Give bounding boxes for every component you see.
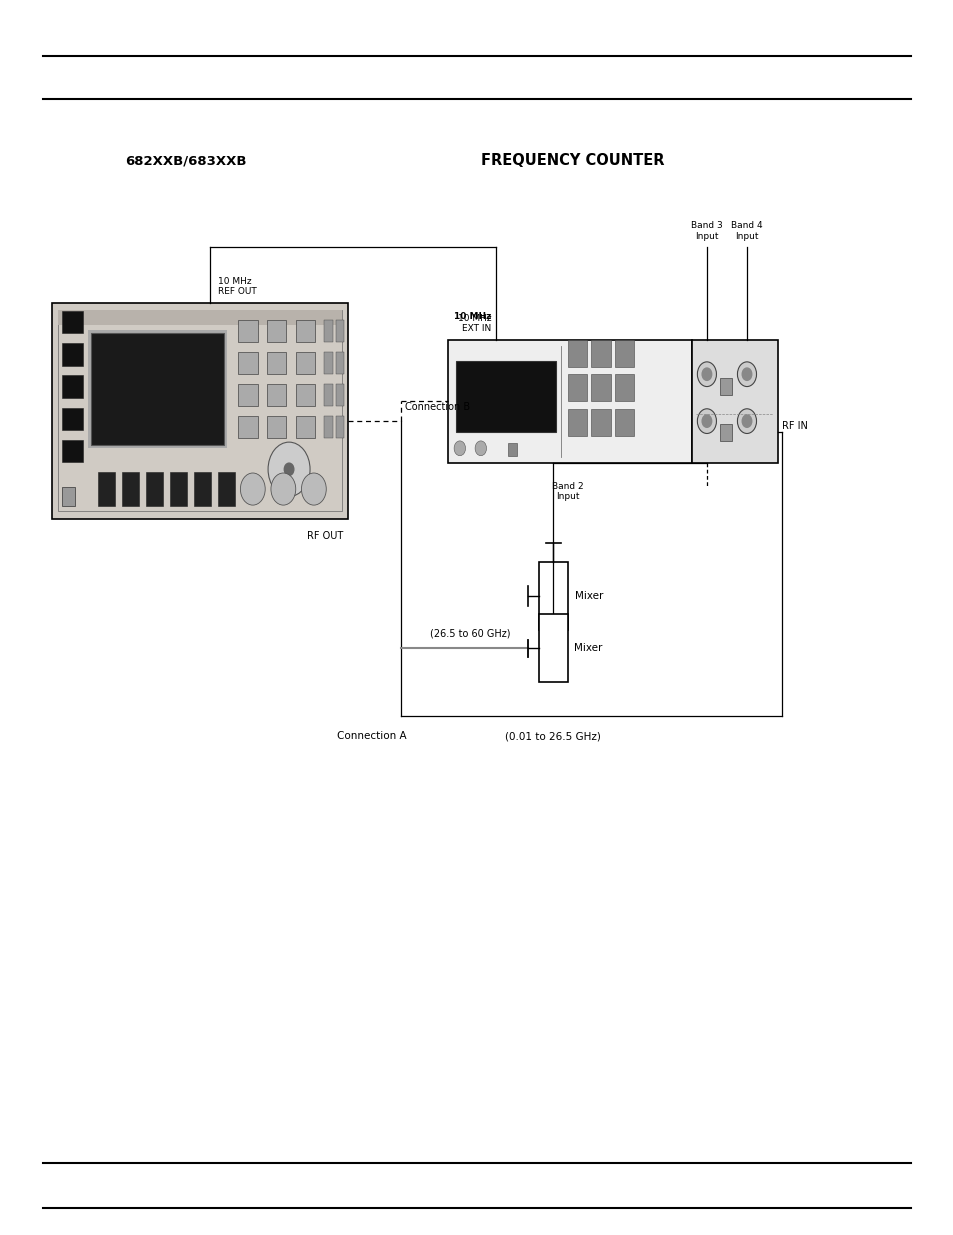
Text: 10 MHz: 10 MHz xyxy=(454,312,491,321)
Bar xyxy=(720,378,731,395)
Bar xyxy=(295,384,314,406)
Bar xyxy=(538,562,567,630)
Bar xyxy=(615,409,634,436)
Circle shape xyxy=(701,368,711,380)
Bar xyxy=(295,352,314,374)
Bar xyxy=(217,472,234,506)
Bar xyxy=(193,472,211,506)
Bar xyxy=(335,384,344,406)
Bar xyxy=(591,409,610,436)
Text: Band 3
Input: Band 3 Input xyxy=(690,221,722,241)
Circle shape xyxy=(284,463,294,475)
Bar xyxy=(507,443,517,456)
Bar xyxy=(567,340,586,367)
Bar xyxy=(122,472,139,506)
Circle shape xyxy=(271,473,295,505)
Circle shape xyxy=(454,441,465,456)
Circle shape xyxy=(701,415,711,427)
Bar xyxy=(267,352,286,374)
Bar xyxy=(567,409,586,436)
Bar xyxy=(58,310,342,325)
Bar xyxy=(267,384,286,406)
Text: 682XXB/683XXB: 682XXB/683XXB xyxy=(125,154,247,167)
Bar xyxy=(335,352,344,374)
Bar xyxy=(62,440,83,462)
Bar xyxy=(691,340,777,463)
Circle shape xyxy=(741,415,751,427)
Bar xyxy=(456,361,556,432)
Bar xyxy=(591,374,610,401)
Bar xyxy=(615,340,634,367)
Bar xyxy=(98,472,115,506)
Circle shape xyxy=(268,442,310,496)
Circle shape xyxy=(697,362,716,387)
Bar xyxy=(52,303,348,519)
Bar xyxy=(58,310,342,511)
Bar xyxy=(538,615,567,683)
Bar xyxy=(295,320,314,342)
Bar xyxy=(146,472,163,506)
Text: 10 MHz
REF OUT: 10 MHz REF OUT xyxy=(217,277,256,296)
Bar xyxy=(238,416,257,438)
Bar xyxy=(62,343,83,366)
Bar xyxy=(591,340,610,367)
Bar xyxy=(91,333,224,445)
Bar xyxy=(324,416,333,438)
Bar xyxy=(324,352,333,374)
Bar xyxy=(88,330,227,448)
Text: Band 4
Input: Band 4 Input xyxy=(730,221,762,241)
Circle shape xyxy=(697,409,716,433)
Bar xyxy=(238,352,257,374)
Text: Connection A: Connection A xyxy=(337,731,406,741)
Bar xyxy=(335,320,344,342)
Text: Connection B: Connection B xyxy=(405,401,470,411)
Circle shape xyxy=(741,368,751,380)
Bar xyxy=(62,311,83,333)
Bar xyxy=(62,487,75,506)
Bar xyxy=(62,408,83,430)
Bar xyxy=(238,320,257,342)
Text: Band 2
Input: Band 2 Input xyxy=(551,482,583,501)
Bar xyxy=(267,320,286,342)
Circle shape xyxy=(301,473,326,505)
Bar xyxy=(448,340,691,463)
Text: Mixer: Mixer xyxy=(574,643,602,653)
Bar xyxy=(720,424,731,441)
Text: RF OUT: RF OUT xyxy=(307,531,343,541)
Bar xyxy=(295,416,314,438)
Bar xyxy=(324,384,333,406)
Bar xyxy=(324,320,333,342)
Circle shape xyxy=(737,362,756,387)
Text: Mixer: Mixer xyxy=(575,590,603,601)
Text: FREQUENCY COUNTER: FREQUENCY COUNTER xyxy=(480,153,663,168)
Circle shape xyxy=(475,441,486,456)
Bar xyxy=(170,472,187,506)
Circle shape xyxy=(240,473,265,505)
Text: (26.5 to 60 GHz): (26.5 to 60 GHz) xyxy=(429,629,510,638)
Text: 10 MHz
EXT IN: 10 MHz EXT IN xyxy=(457,314,491,333)
Bar xyxy=(615,374,634,401)
Bar xyxy=(238,384,257,406)
Bar xyxy=(267,416,286,438)
Bar xyxy=(62,375,83,398)
Circle shape xyxy=(737,409,756,433)
Text: RF IN: RF IN xyxy=(781,421,807,431)
Bar xyxy=(567,374,586,401)
Text: (0.01 to 26.5 GHz): (0.01 to 26.5 GHz) xyxy=(505,731,600,741)
Bar xyxy=(335,416,344,438)
